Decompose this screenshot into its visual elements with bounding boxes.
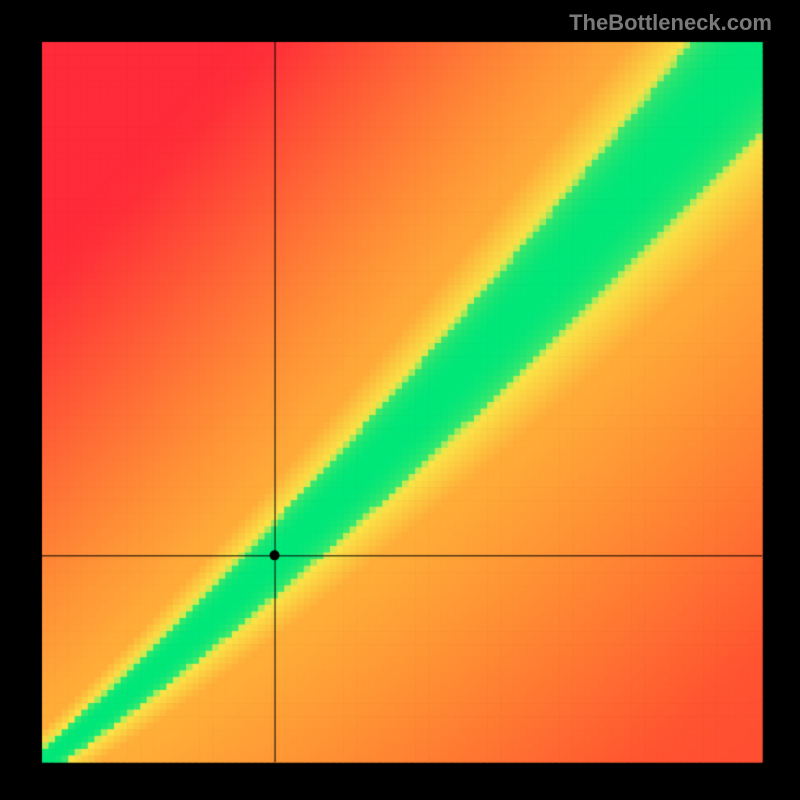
bottleneck-heatmap (0, 0, 800, 800)
watermark-text: TheBottleneck.com (569, 10, 772, 36)
